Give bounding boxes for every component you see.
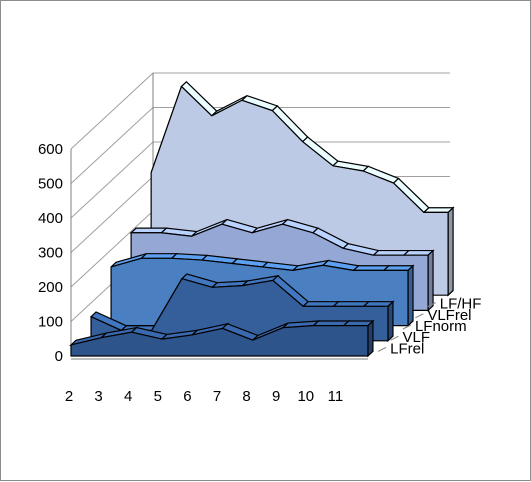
depth-tick <box>378 347 386 351</box>
y-tick-label: 300 <box>38 245 63 262</box>
ribbon-top <box>333 302 368 307</box>
ribbon-top <box>353 266 388 271</box>
ribbon-end <box>448 208 453 295</box>
y-tick-label: 0 <box>55 348 63 365</box>
y-tick-label: 400 <box>38 210 63 227</box>
x-tick-label: 11 <box>328 388 344 405</box>
x-tick-label: 8 <box>242 388 250 405</box>
ribbon-end <box>428 251 433 311</box>
x-tick-label: 3 <box>94 388 102 405</box>
ribbon-end <box>368 321 373 356</box>
y-tick-label: 500 <box>38 176 63 193</box>
y-tick-label: 100 <box>38 314 63 331</box>
ribbon-end <box>408 266 413 326</box>
depth-axis-label: LF/HF <box>440 296 482 313</box>
ribbon-top <box>303 302 338 307</box>
ribbon-end <box>388 302 393 341</box>
series-layer <box>71 82 453 356</box>
y-tick-label: 200 <box>38 279 63 296</box>
y-tick-label: 600 <box>38 141 63 158</box>
x-tick-label: 6 <box>183 388 191 405</box>
x-tick-label: 10 <box>297 388 314 405</box>
ribbon-top <box>131 228 166 233</box>
ribbon-top <box>374 251 409 256</box>
x-tick-label: 9 <box>272 388 280 405</box>
x-tick-label: 5 <box>154 388 162 405</box>
x-tick-label: 2 <box>65 388 73 405</box>
x-tick-label: 7 <box>213 388 221 405</box>
ribbon-top <box>313 321 348 326</box>
x-tick-label: 4 <box>124 388 132 405</box>
ribbon-top <box>141 254 176 259</box>
